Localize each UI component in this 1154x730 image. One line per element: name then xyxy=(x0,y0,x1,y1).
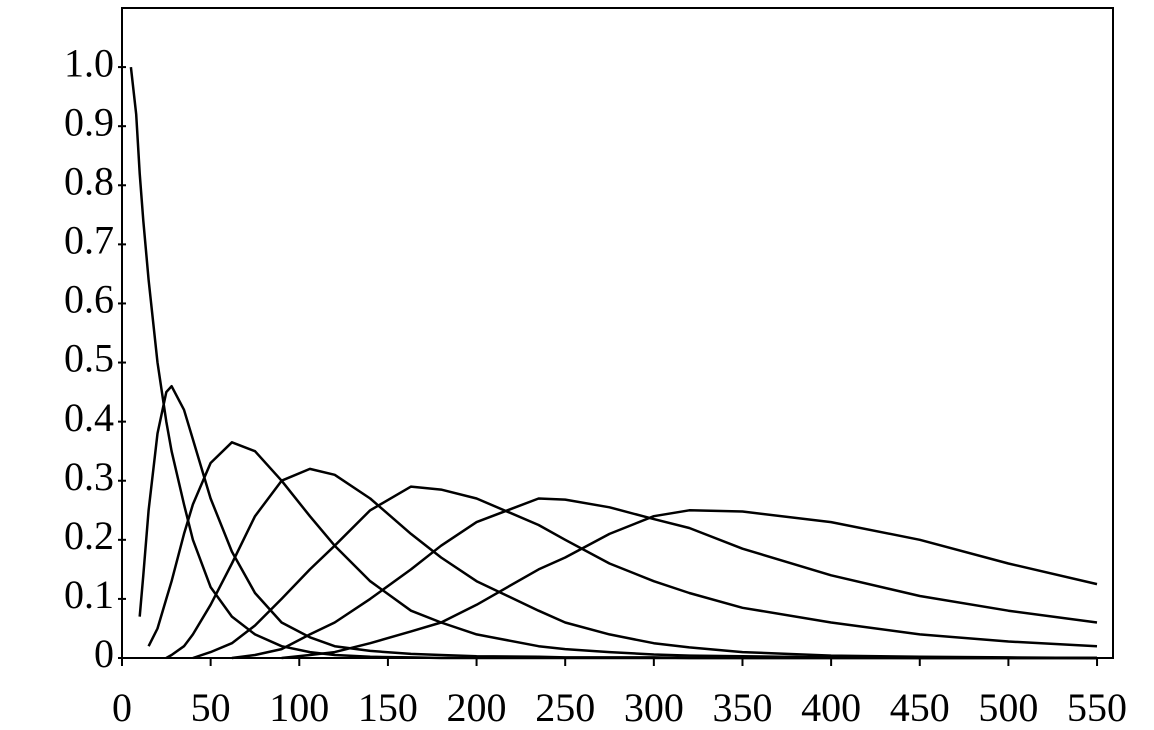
x-tick-label: 550 xyxy=(1067,685,1127,730)
series-line xyxy=(231,497,1098,660)
x-tick-label: 0 xyxy=(112,685,132,730)
y-tick-label: 0.7 xyxy=(64,218,114,263)
y-tick-label: 1.0 xyxy=(64,40,114,85)
x-tick-label: 400 xyxy=(801,685,861,730)
x-tick-label: 300 xyxy=(624,685,684,730)
x-tick-label: 250 xyxy=(535,685,595,730)
y-tick-label: 0.2 xyxy=(64,513,114,558)
y-tick-label: 0.6 xyxy=(64,277,114,322)
x-tick-label: 150 xyxy=(358,685,418,730)
y-tick-label: 0.8 xyxy=(64,158,114,203)
series-line xyxy=(147,441,1097,660)
series-line xyxy=(138,384,1097,660)
x-tick-label: 450 xyxy=(890,685,950,730)
y-tick-label: 0.1 xyxy=(64,572,114,617)
series-line xyxy=(129,66,1097,660)
y-tick-label: 0.5 xyxy=(64,336,114,381)
series-line xyxy=(281,509,1098,660)
plot-frame xyxy=(121,7,1114,659)
y-tick-label: 0 xyxy=(94,631,114,676)
x-tick-label: 200 xyxy=(447,685,507,730)
x-tick-label: 50 xyxy=(191,685,231,730)
x-tick-label: 350 xyxy=(712,685,772,730)
y-tick-label: 0.4 xyxy=(64,395,114,440)
x-tick-label: 100 xyxy=(269,685,329,730)
y-tick-label: 0.3 xyxy=(64,454,114,499)
series-line xyxy=(192,485,1098,660)
series-line xyxy=(165,467,1098,660)
y-tick-label: 0.9 xyxy=(64,99,114,144)
x-tick-label: 500 xyxy=(978,685,1038,730)
